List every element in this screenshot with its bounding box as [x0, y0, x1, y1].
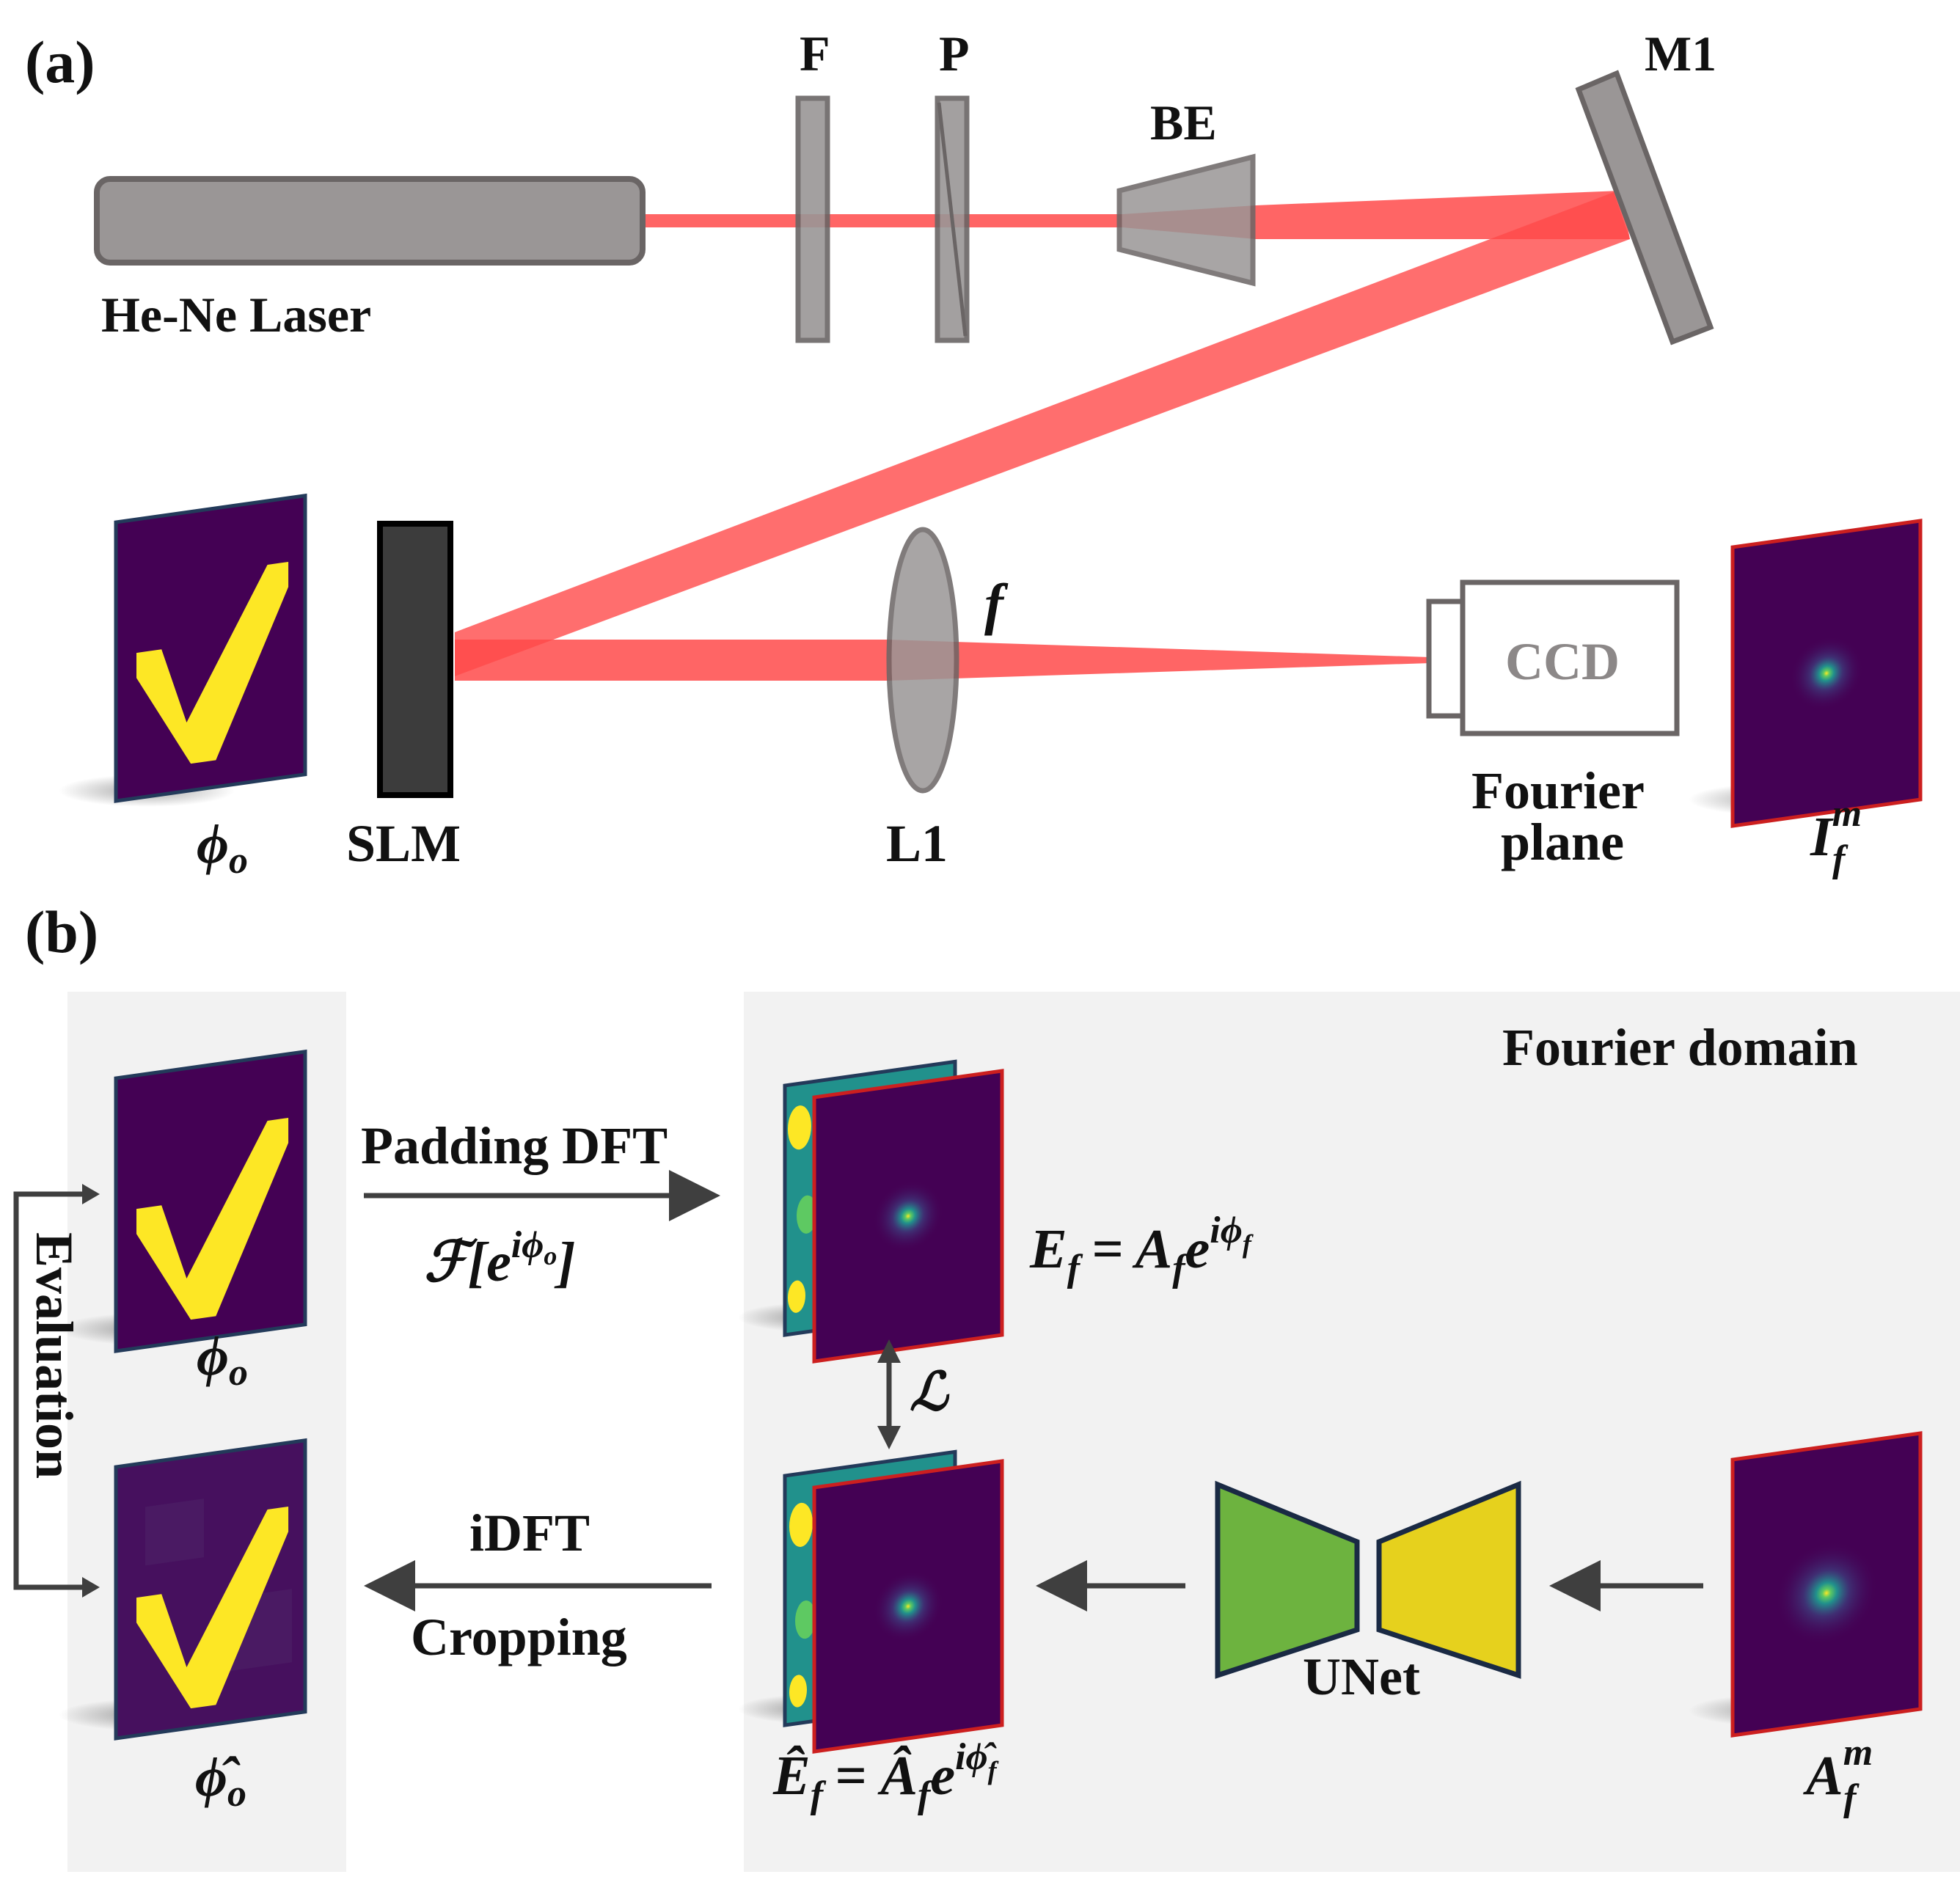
filter-f	[795, 95, 830, 343]
lens-label: L1	[886, 814, 948, 873]
lens-l1	[886, 527, 959, 794]
phase-object-image-b	[59, 1049, 307, 1353]
intensity-image-ifm	[1689, 519, 1923, 828]
fourier-plane-label-2: plane	[1501, 813, 1624, 871]
fourier-transform-label: ℱ[eiϕo]	[424, 1224, 576, 1293]
afm-label: Am f	[1803, 1732, 1873, 1819]
slm	[377, 521, 453, 798]
padding-dft-label: Padding DFT	[361, 1116, 668, 1175]
phase-object-image-a	[59, 493, 307, 807]
mirror-m1	[1575, 70, 1714, 345]
evaluation-bracket	[13, 1184, 100, 1598]
phi-o-label-b: ϕo	[197, 1325, 248, 1394]
unet-encoder	[1215, 1480, 1360, 1679]
laser-label: He-Ne Laser	[101, 287, 371, 343]
fourier-plane-label-1: Fourier	[1471, 761, 1645, 820]
phi-o-label-a: ϕo	[197, 813, 248, 882]
ef-hat-equation: Êf = Âfeiϕ̂f	[772, 1736, 999, 1816]
polarizer-label: P	[939, 26, 970, 81]
ifm-label: Im f	[1810, 793, 1862, 880]
cropping-label: Cropping	[411, 1608, 627, 1666]
loss-label: ℒ	[910, 1363, 950, 1422]
phi-hat-label: ϕ̂o	[195, 1746, 246, 1815]
ef-equation: Ef = Afeiϕf	[1029, 1210, 1254, 1289]
unet-decoder	[1376, 1480, 1521, 1679]
field-ef-hat-image	[738, 1449, 1004, 1754]
evaluation-label: Evaluation	[25, 1232, 84, 1479]
panel-label-a: (a)	[25, 29, 95, 95]
slm-label: SLM	[346, 814, 461, 873]
mirror-label: M1	[1645, 26, 1716, 81]
unet-label: UNet	[1303, 1647, 1420, 1706]
filter-label: F	[800, 26, 830, 81]
he-ne-laser	[94, 176, 646, 266]
loss-arrow	[877, 1339, 901, 1449]
beam-expander-be	[1116, 153, 1256, 287]
reconstructed-phase-image	[59, 1438, 307, 1741]
fourier-domain-label: Fourier domain	[1502, 1018, 1858, 1077]
idft-label: iDFT	[469, 1504, 590, 1562]
ccd-label: CCD	[1505, 632, 1620, 691]
ccd-camera	[1426, 579, 1680, 736]
beam-expander-label: BE	[1150, 95, 1217, 150]
field-ef-image	[738, 1059, 1004, 1364]
panel-label-b: (b)	[25, 899, 98, 965]
polarizer-p	[935, 95, 970, 343]
amplitude-image-afm	[1689, 1431, 1923, 1738]
focal-length-label: f	[984, 572, 1009, 636]
laser-beam-paths	[455, 191, 1630, 681]
